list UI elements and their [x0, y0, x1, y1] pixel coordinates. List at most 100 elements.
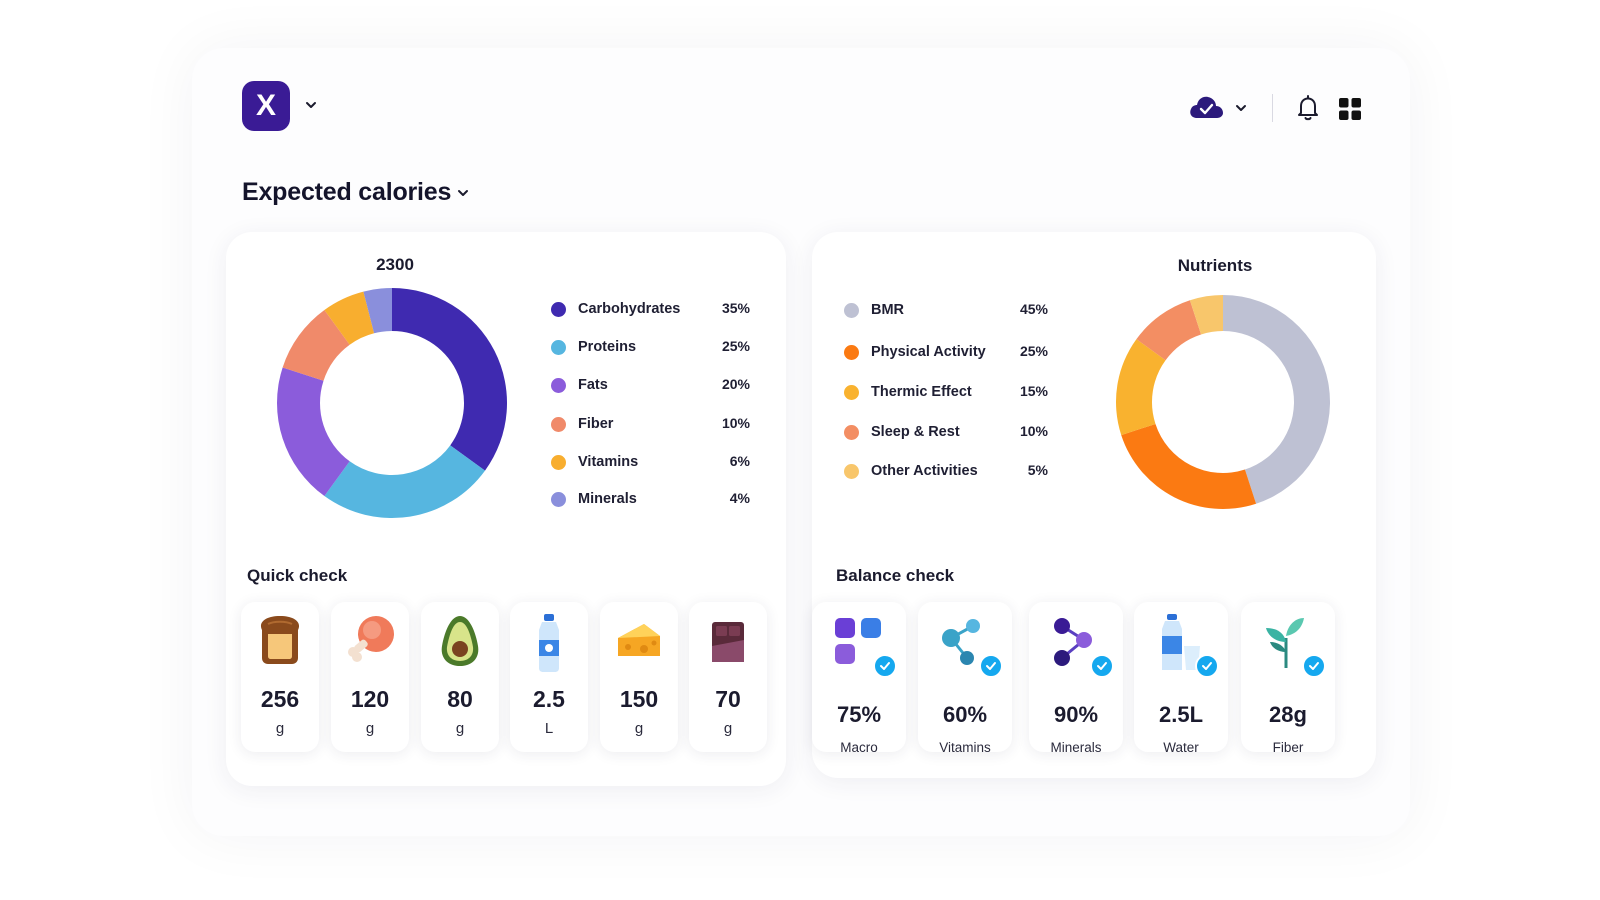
grid-icon[interactable]: [1339, 98, 1361, 120]
quick-check-unit: L: [544, 720, 554, 737]
balance-check-title: Balance check: [836, 566, 955, 585]
balance-check-tile[interactable]: 90% Minerals: [1029, 602, 1123, 755]
quick-check-tile[interactable]: 80 g: [421, 602, 499, 752]
legend-label: Fats: [578, 377, 608, 393]
legend-label: Minerals: [578, 491, 637, 507]
check-badge-icon: [979, 654, 1003, 678]
donut-slice-proteins[interactable]: [324, 445, 486, 518]
legend-percent: 25%: [721, 338, 750, 354]
legend-dot: [844, 384, 859, 400]
donut-slice-fiber[interactable]: [282, 309, 350, 381]
check-badge-icon: [1090, 654, 1114, 678]
legend-percent: 10%: [721, 415, 750, 431]
legend-dot: [551, 377, 566, 393]
page-title[interactable]: Expected calories: [242, 178, 452, 206]
legend-dot: [551, 491, 566, 507]
legend-label: Thermic Effect: [871, 384, 972, 400]
nutrients-legend-item: Other Activities: [844, 460, 978, 482]
balance-check-label: Minerals: [1050, 740, 1102, 755]
legend-label: Carbohydrates: [578, 301, 681, 317]
quick-check-tile[interactable]: 2.5 L: [510, 602, 588, 752]
sprout-icon: [1241, 612, 1335, 670]
quick-check-tile[interactable]: 70 g: [689, 602, 767, 752]
chevron-down-icon[interactable]: [304, 98, 318, 112]
quick-check-tile[interactable]: 150 g: [600, 602, 678, 752]
quick-check-value: 80: [447, 686, 473, 712]
bread-icon: [241, 612, 319, 670]
balance-check-tile[interactable]: 28g Fiber: [1241, 602, 1335, 755]
cheese-icon: [600, 612, 678, 670]
quick-check-unit: g: [455, 720, 465, 737]
logo-letter: X: [255, 89, 276, 122]
molecule-purple-icon: [1029, 612, 1123, 670]
donut-slice-minerals[interactable]: [363, 288, 392, 334]
legend-label: Vitamins: [578, 454, 639, 470]
bell-icon[interactable]: [1295, 94, 1321, 122]
water-glass-icon: [1134, 612, 1228, 670]
donut-slice-vitamins[interactable]: [324, 291, 375, 345]
donut-slice-thermic-effect[interactable]: [1116, 339, 1166, 436]
calories-legend-item: Fiber: [551, 413, 613, 435]
chicken-leg-icon: [331, 612, 409, 670]
nutrients-legend-item: Thermic Effect: [844, 381, 972, 403]
chevron-down-icon[interactable]: [456, 186, 470, 200]
chocolate-icon: [689, 612, 767, 670]
quick-check-value: 150: [619, 686, 659, 712]
nutrients-legend-item: Physical Activity: [844, 341, 986, 363]
balance-check-label: Fiber: [1272, 740, 1304, 755]
calories-legend-item: Minerals: [551, 488, 637, 510]
nutrients-title: Nutrients: [1177, 256, 1253, 275]
donut-slice-fats[interactable]: [277, 367, 350, 497]
balance-check-tile[interactable]: 75% Macro: [812, 602, 906, 755]
legend-label: Physical Activity: [871, 344, 986, 360]
legend-percent: 20%: [721, 376, 750, 392]
check-badge-icon: [1302, 654, 1326, 678]
calories-donut-chart: [277, 288, 507, 518]
legend-percent: 35%: [721, 300, 750, 316]
calories-legend-item: Vitamins: [551, 451, 638, 473]
avocado-icon: [421, 612, 499, 670]
legend-dot: [551, 339, 566, 355]
legend-label: Proteins: [578, 339, 637, 355]
quick-check-tile[interactable]: 256 g: [241, 602, 319, 752]
legend-percent: 6%: [729, 453, 750, 469]
quick-check-tile[interactable]: 120 g: [331, 602, 409, 752]
balance-check-value: 28g: [1269, 702, 1307, 727]
macro-blocks-icon: [812, 612, 906, 670]
balance-check-tile[interactable]: 2.5L Water: [1134, 602, 1228, 755]
legend-label: Other Activities: [871, 463, 978, 479]
quick-check-title: Quick check: [247, 566, 348, 585]
nutrients-donut-chart: [1116, 295, 1330, 509]
balance-check-value: 75%: [836, 702, 882, 727]
nutrients-legend-item: Sleep & Rest: [844, 421, 960, 443]
balance-check-label: Macro: [840, 740, 878, 755]
legend-dot: [844, 302, 859, 318]
quick-check-value: 2.5: [533, 686, 565, 712]
donut-slice-other-activities[interactable]: [1189, 295, 1223, 335]
app-logo[interactable]: X: [242, 81, 290, 131]
calories-legend-item: Proteins: [551, 336, 636, 358]
quick-check-unit: g: [275, 720, 285, 737]
legend-dot: [844, 424, 859, 440]
molecule-icon: [918, 612, 1012, 670]
legend-dot: [844, 344, 859, 360]
calories-legend-item: Fats: [551, 374, 608, 396]
check-badge-icon: [873, 654, 897, 678]
donut-slice-sleep-rest[interactable]: [1136, 300, 1202, 361]
nutrients-legend-item: BMR: [844, 299, 904, 321]
quick-check-unit: g: [723, 720, 733, 737]
donut-slice-bmr[interactable]: [1223, 295, 1330, 504]
legend-label: BMR: [871, 302, 905, 318]
cloud-check-icon[interactable]: [1188, 92, 1224, 122]
balance-check-label: Vitamins: [939, 740, 991, 755]
legend-percent: 45%: [1019, 301, 1048, 317]
quick-check-value: 70: [715, 686, 741, 712]
check-badge-icon: [1195, 654, 1219, 678]
donut-slice-physical-activity[interactable]: [1121, 423, 1257, 509]
chevron-down-icon[interactable]: [1234, 101, 1248, 115]
donut-slice-carbohydrates[interactable]: [392, 288, 507, 471]
legend-label: Fiber: [578, 416, 614, 432]
balance-check-tile[interactable]: 60% Vitamins: [918, 602, 1012, 755]
quick-check-unit: g: [634, 720, 644, 737]
balance-check-value: 90%: [1053, 702, 1099, 727]
